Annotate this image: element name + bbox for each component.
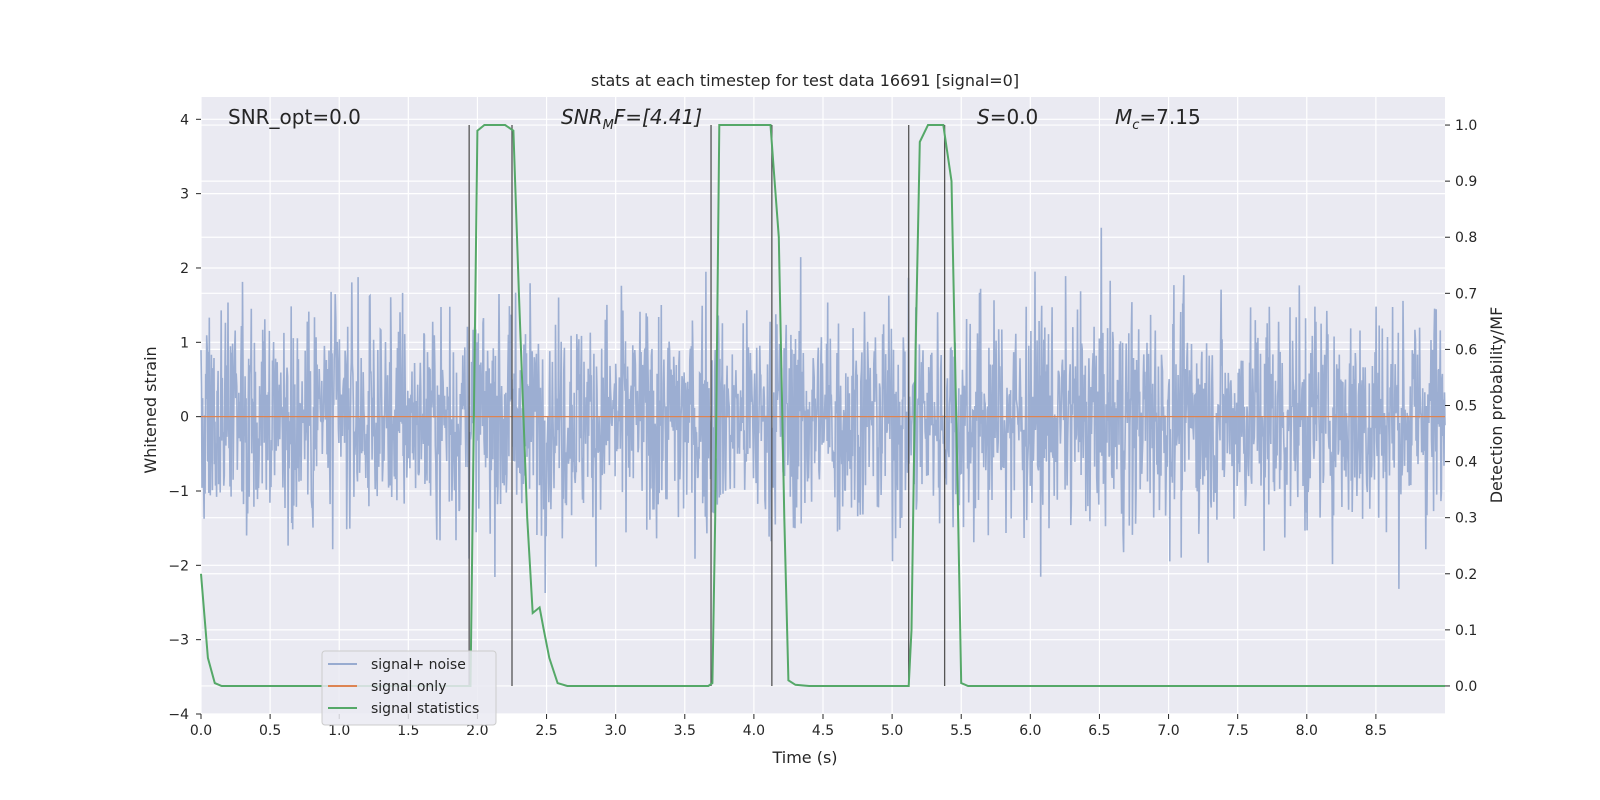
x-tick-label: 8.5	[1365, 723, 1387, 739]
y-axis-left-label: Whitened strain	[141, 346, 160, 473]
legend-label-noise: signal+ noise	[371, 657, 466, 673]
mc-main: M	[1115, 105, 1132, 129]
x-tick-label: 3.0	[605, 723, 627, 739]
x-tick-label: 1.0	[328, 723, 350, 739]
x-tick-label: 4.5	[812, 723, 834, 739]
chart-title: stats at each timestep for test data 166…	[591, 71, 1019, 90]
snr-mf-main: SNR	[561, 105, 603, 129]
y-left-tick-label: −4	[168, 707, 189, 723]
y-right-tick-label: 0.6	[1455, 342, 1477, 358]
x-tick-label: 1.5	[397, 723, 419, 739]
x-tick-label: 0.0	[190, 723, 212, 739]
snr-mf-sub: M	[603, 118, 614, 133]
x-tick-label: 3.5	[674, 723, 696, 739]
axis-ticks: 0.0 0.5 1.0 1.5 2.0 2.5 3.0 3.5 4.0 4.5 5.0 5.5 6.0 6…	[168, 112, 1477, 739]
x-tick-label: 7.0	[1157, 723, 1179, 739]
y-right-tick-label: 0.4	[1455, 455, 1477, 471]
y-axis-right-label: Detection probability/MF	[1487, 307, 1506, 504]
snr-mf-tail: F=[4.41]	[614, 105, 702, 129]
y-left-tick-label: −1	[168, 484, 189, 500]
y-left-tick-label: −2	[168, 558, 189, 574]
legend-box	[321, 650, 497, 726]
annotation-snr-opt: SNR_opt=0.0	[228, 105, 361, 129]
y-right-tick-label: 0.2	[1455, 567, 1477, 583]
x-tick-label: 6.5	[1088, 723, 1110, 739]
s-tail: =0.0	[990, 105, 1039, 129]
y-right-tick-label: 0.5	[1455, 399, 1477, 415]
legend: signal+ noise signal only signal statist…	[321, 650, 497, 726]
y-left-tick-label: 4	[180, 112, 189, 128]
y-right-tick-label: 1.0	[1455, 118, 1477, 134]
y-right-tick-label: 0.8	[1455, 230, 1477, 246]
s-main: S	[977, 105, 990, 129]
y-right-tick-label: 0.7	[1455, 286, 1477, 302]
y-right-tick-label: 0.9	[1455, 174, 1477, 190]
x-tick-label: 5.5	[950, 723, 972, 739]
annotation-s: S=0.0	[977, 105, 1038, 129]
y-right-tick-label: 0.3	[1455, 511, 1477, 527]
series-signal-statistics	[200, 124, 1445, 687]
x-tick-label: 2.0	[466, 723, 488, 739]
legend-label-stats: signal statistics	[371, 701, 479, 717]
annotation-mc: Mc=7.15	[1115, 105, 1201, 133]
x-tick-label: 6.0	[1019, 723, 1041, 739]
detection-markers	[468, 125, 946, 686]
mc-tail: =7.15	[1139, 105, 1200, 129]
statistics-trace	[200, 124, 1445, 687]
x-tick-label: 2.5	[535, 723, 557, 739]
x-tick-label: 4.0	[743, 723, 765, 739]
mc-sub: c	[1132, 118, 1139, 133]
x-tick-label: 0.5	[259, 723, 281, 739]
y-left-tick-label: 1	[180, 335, 189, 351]
y-left-tick-label: −3	[168, 633, 189, 649]
y-left-tick-label: 3	[180, 187, 189, 203]
legend-label-signal: signal only	[371, 679, 446, 695]
x-tick-label: 8.0	[1296, 723, 1318, 739]
y-left-tick-label: 2	[180, 261, 189, 277]
x-axis-label: Time (s)	[771, 748, 837, 767]
annotation-snr-mf: SNRMF=[4.41]	[561, 105, 702, 133]
x-tick-label: 7.5	[1227, 723, 1249, 739]
y-left-tick-label: 0	[180, 410, 189, 426]
x-tick-label: 5.0	[881, 723, 903, 739]
y-right-tick-label: 0.0	[1455, 679, 1477, 695]
y-right-tick-label: 0.1	[1455, 623, 1477, 639]
